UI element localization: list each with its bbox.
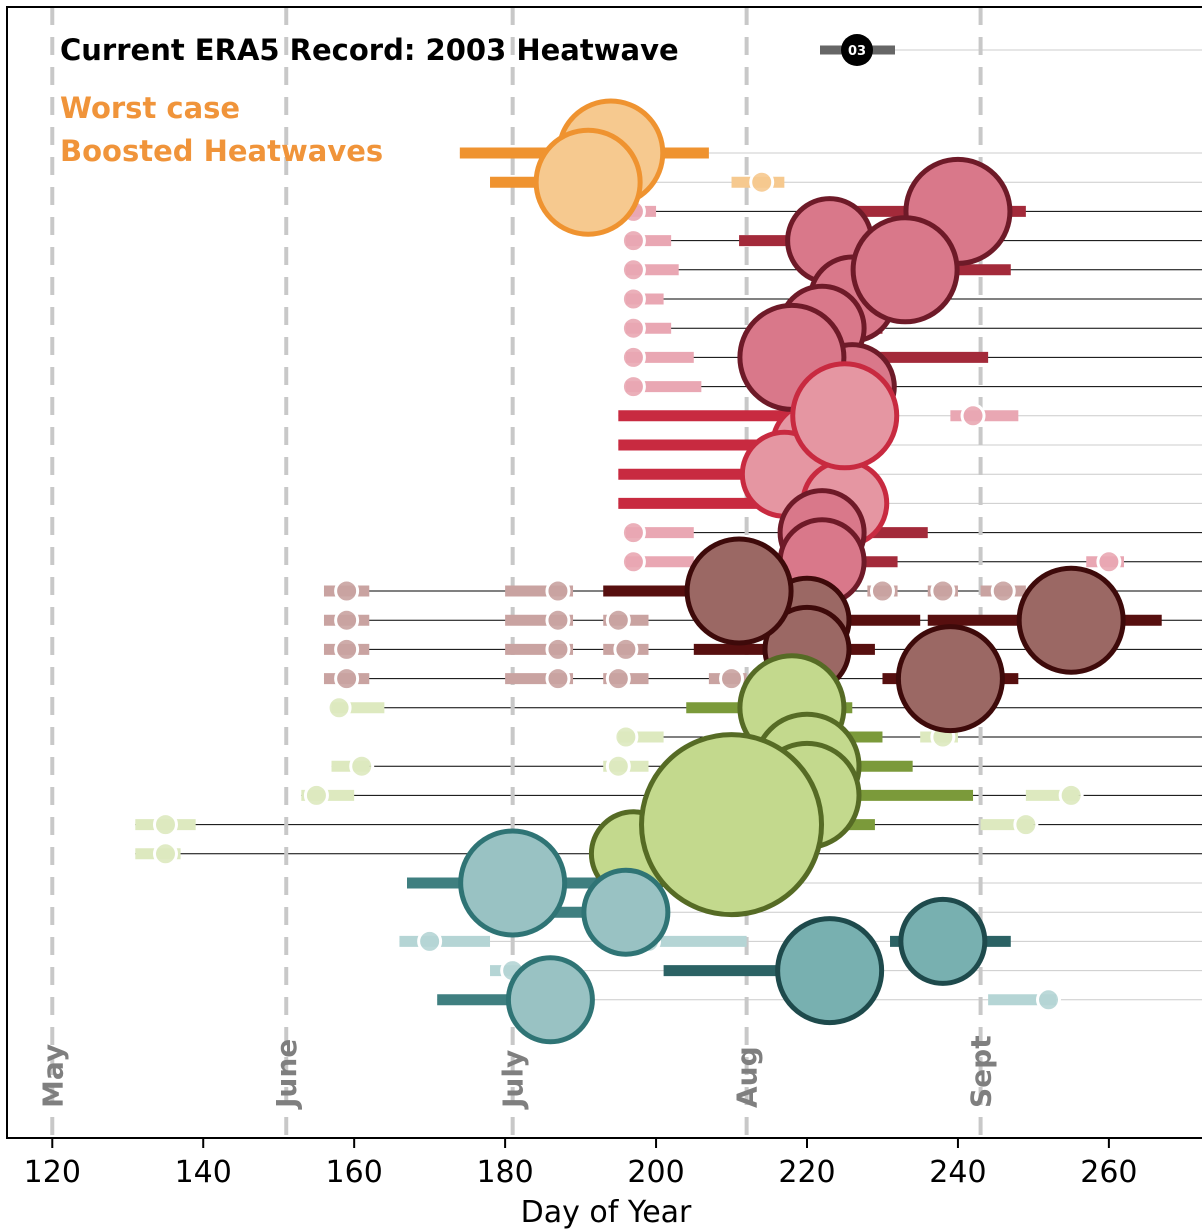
event-peak-marker	[639, 732, 825, 918]
event-peak-marker	[152, 812, 178, 838]
event-peak-marker	[620, 549, 646, 575]
event-peak-marker	[620, 344, 646, 370]
event-peak-marker	[960, 403, 986, 429]
event-peak-marker	[1016, 565, 1126, 675]
legend-record-badge: 03	[848, 44, 866, 59]
event-peak-marker	[334, 636, 360, 662]
event-peak-marker	[334, 666, 360, 692]
x-tick-label: 160	[326, 1155, 383, 1190]
event-peak-marker	[417, 928, 443, 954]
event-peak-marker	[613, 724, 639, 750]
month-label: May	[36, 1044, 69, 1108]
plot-frame	[6, 6, 1202, 1139]
event-peak-marker	[620, 286, 646, 312]
event-peak-marker	[620, 520, 646, 546]
x-tick-label: 120	[24, 1155, 81, 1190]
event-peak-marker	[152, 841, 178, 867]
event-peak-marker	[605, 753, 631, 779]
event-peak-marker	[349, 753, 375, 779]
x-tick-label: 180	[476, 1155, 533, 1190]
event-peak-marker	[719, 666, 745, 692]
event-peak-marker	[620, 257, 646, 283]
event-peak-marker	[1096, 549, 1122, 575]
event-peak-marker	[1036, 987, 1062, 1013]
month-label: June	[270, 1039, 303, 1110]
event-peak-marker	[775, 916, 885, 1026]
event-peak-marker	[620, 374, 646, 400]
event-peak-marker	[334, 578, 360, 604]
event-peak-marker	[545, 636, 571, 662]
event-peak-marker	[613, 636, 639, 662]
legend-worst-case: Worst case	[60, 91, 240, 125]
x-tick-label: 220	[778, 1155, 835, 1190]
x-tick-label: 240	[929, 1155, 986, 1190]
event-peak-marker	[545, 666, 571, 692]
event-peak-marker	[749, 169, 775, 195]
event-peak-marker	[505, 955, 595, 1045]
heatwave-events	[135, 98, 1162, 1045]
legend-title: Current ERA5 Record: 2003 Heatwave	[60, 33, 679, 67]
event-peak-marker	[684, 536, 794, 646]
event-peak-marker	[1058, 782, 1084, 808]
event-peak-marker	[620, 315, 646, 341]
x-tick-label: 260	[1080, 1155, 1137, 1190]
x-axis: 120 140 160 180 200 220 240 260	[24, 1138, 1138, 1190]
event-peak-marker	[895, 624, 1005, 734]
event-peak-marker	[930, 578, 956, 604]
event-peak-marker	[326, 695, 352, 721]
event-peak-marker	[545, 607, 571, 633]
legend-record-marker	[841, 34, 873, 66]
event-peak-marker	[605, 666, 631, 692]
x-axis-title: Day of Year	[521, 1195, 692, 1230]
event-peak-marker	[334, 607, 360, 633]
x-tick-label: 200	[627, 1155, 684, 1190]
month-label: July	[497, 1050, 530, 1110]
event-peak-marker	[458, 828, 568, 938]
legend-boosted-heatwaves: Boosted Heatwaves	[60, 134, 383, 168]
event-peak-marker	[898, 896, 988, 986]
event-peak-marker	[850, 215, 960, 325]
x-tick-label: 140	[175, 1155, 232, 1190]
event-peak-marker	[605, 607, 631, 633]
event-peak-marker	[620, 228, 646, 254]
event-peak-marker	[1013, 812, 1039, 838]
event-peak-marker	[869, 578, 895, 604]
event-peak-marker	[581, 867, 671, 957]
event-peak-marker	[990, 578, 1016, 604]
event-peak-marker	[790, 361, 900, 471]
month-label: Sept	[965, 1035, 998, 1108]
event-peak-marker	[533, 127, 643, 237]
legend: Current ERA5 Record: 2003 Heatwave 03 Wo…	[60, 33, 895, 168]
event-peak-marker	[303, 782, 329, 808]
month-label: Aug	[731, 1046, 764, 1108]
event-peak-marker	[545, 578, 571, 604]
